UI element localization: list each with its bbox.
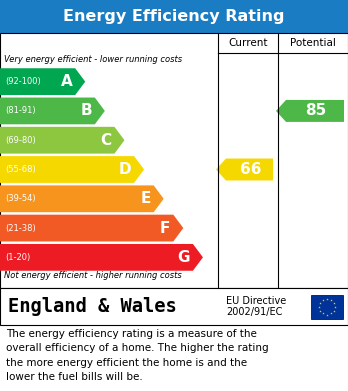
Text: (21-38): (21-38)	[5, 224, 36, 233]
Polygon shape	[276, 100, 344, 122]
Text: G: G	[177, 250, 190, 265]
Polygon shape	[216, 158, 273, 181]
Text: Very energy efficient - lower running costs: Very energy efficient - lower running co…	[4, 55, 182, 64]
Text: E: E	[140, 191, 151, 206]
Text: F: F	[160, 221, 170, 235]
Text: England & Wales: England & Wales	[8, 297, 177, 316]
Text: (39-54): (39-54)	[5, 194, 35, 203]
Text: (1-20): (1-20)	[5, 253, 30, 262]
Text: Current: Current	[228, 38, 268, 48]
Polygon shape	[0, 244, 203, 271]
Text: B: B	[80, 104, 92, 118]
Text: 2002/91/EC: 2002/91/EC	[226, 307, 282, 317]
Text: 85: 85	[306, 104, 327, 118]
Polygon shape	[0, 185, 164, 212]
Text: Not energy efficient - higher running costs: Not energy efficient - higher running co…	[4, 271, 182, 280]
Text: (92-100): (92-100)	[5, 77, 41, 86]
Polygon shape	[0, 215, 183, 242]
Text: (69-80): (69-80)	[5, 136, 36, 145]
Text: 66: 66	[240, 162, 262, 177]
Polygon shape	[0, 156, 144, 183]
Polygon shape	[0, 97, 105, 124]
Bar	[0, 288, 348, 325]
Text: The energy efficiency rating is a measure of the
overall efficiency of a home. T: The energy efficiency rating is a measur…	[6, 329, 269, 382]
Text: C: C	[100, 133, 111, 148]
Text: (81-91): (81-91)	[5, 106, 35, 115]
Polygon shape	[0, 127, 125, 154]
Bar	[0, 0, 348, 33]
Text: EU Directive: EU Directive	[226, 296, 286, 307]
Polygon shape	[0, 68, 85, 95]
Text: Potential: Potential	[290, 38, 336, 48]
Text: Energy Efficiency Rating: Energy Efficiency Rating	[63, 9, 285, 24]
Bar	[0, 33, 348, 288]
Text: A: A	[61, 74, 72, 89]
Text: (55-68): (55-68)	[5, 165, 36, 174]
Text: D: D	[118, 162, 131, 177]
Bar	[311, 294, 343, 319]
